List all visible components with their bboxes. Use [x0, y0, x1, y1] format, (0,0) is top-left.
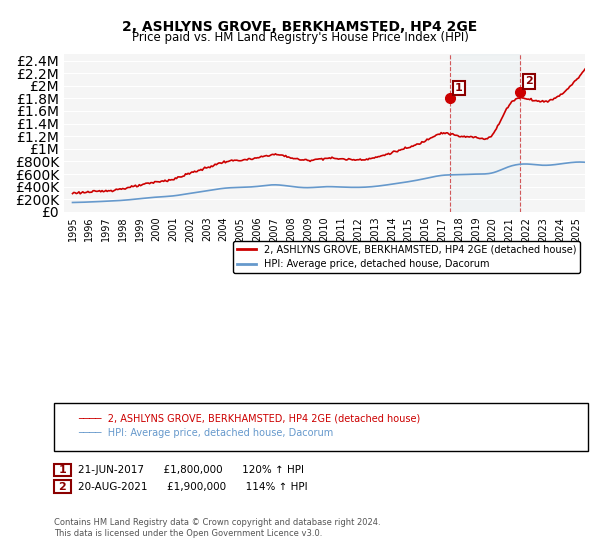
Text: ────  2, ASHLYNS GROVE, BERKHAMSTED, HP4 2GE (detached house): ──── 2, ASHLYNS GROVE, BERKHAMSTED, HP4 …	[78, 413, 420, 423]
Text: Contains HM Land Registry data © Crown copyright and database right 2024.
This d: Contains HM Land Registry data © Crown c…	[54, 518, 380, 538]
Text: 20-AUG-2021      £1,900,000      114% ↑ HPI: 20-AUG-2021 £1,900,000 114% ↑ HPI	[78, 482, 308, 492]
Text: Price paid vs. HM Land Registry's House Price Index (HPI): Price paid vs. HM Land Registry's House …	[131, 31, 469, 44]
Text: 21-JUN-2017      £1,800,000      120% ↑ HPI: 21-JUN-2017 £1,800,000 120% ↑ HPI	[78, 465, 304, 475]
Bar	[450, 54, 520, 212]
Text: 1: 1	[59, 465, 66, 475]
Text: 1: 1	[455, 83, 463, 93]
Text: 2: 2	[59, 482, 66, 492]
Text: ────  HPI: Average price, detached house, Dacorum: ──── HPI: Average price, detached house,…	[78, 428, 333, 438]
Text: 2, ASHLYNS GROVE, BERKHAMSTED, HP4 2GE: 2, ASHLYNS GROVE, BERKHAMSTED, HP4 2GE	[122, 20, 478, 34]
Text: 2: 2	[525, 77, 533, 86]
Legend: 2, ASHLYNS GROVE, BERKHAMSTED, HP4 2GE (detached house), HPI: Average price, det: 2, ASHLYNS GROVE, BERKHAMSTED, HP4 2GE (…	[233, 241, 580, 273]
